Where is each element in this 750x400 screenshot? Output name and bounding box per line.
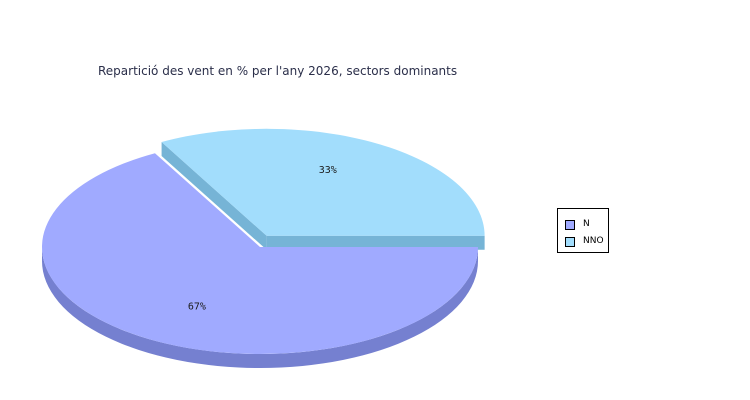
pie-slice-n [41, 153, 478, 354]
legend: N NNO [557, 208, 609, 253]
legend-swatch-nno [565, 237, 575, 247]
pie-slice-nno [161, 128, 485, 236]
chart-title: Repartició des vent en % per l'any 2026,… [98, 64, 458, 78]
pie-tops [41, 128, 485, 354]
legend-label-nno: NNO [583, 236, 604, 246]
data-label-nno: 33% [319, 165, 337, 176]
pie-sides [42, 142, 485, 368]
legend-label-n: N [583, 219, 590, 229]
pie-cut-nno [266, 235, 485, 250]
pie-labels: 67% 33% [188, 165, 337, 312]
data-label-n: 67% [188, 302, 206, 313]
pie-cut2-nno [161, 142, 267, 250]
legend-swatch-n [565, 220, 575, 230]
